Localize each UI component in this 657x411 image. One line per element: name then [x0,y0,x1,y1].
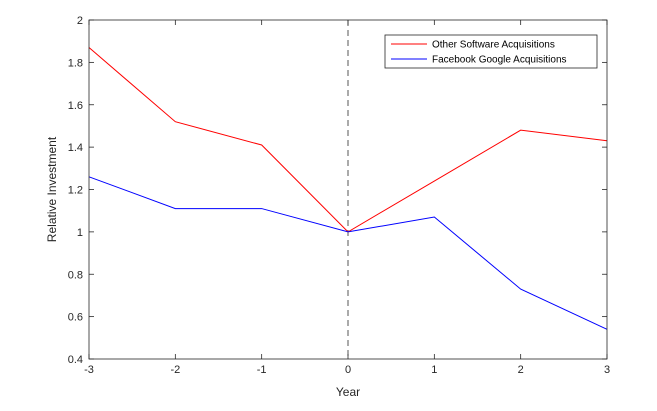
x-axis-title: Year [336,385,360,399]
y-tick-label: 1.8 [68,57,83,69]
y-axis-title: Relative Investment [45,136,59,242]
x-tick-label: 1 [431,364,437,376]
series-line-1 [88,176,608,330]
legend-label-other-software: Other Software Acquisitions [432,40,555,51]
x-tick-label: -1 [257,364,267,376]
y-tick-label: 1.6 [68,100,83,112]
x-tick-label: 2 [518,364,524,376]
x-tick-label: -2 [170,364,180,376]
y-tick-label: 0.8 [68,269,83,281]
y-tick-label: 2 [77,15,83,27]
x-tick-label: -3 [84,364,94,376]
legend: Other Software Acquisitions Facebook Goo… [384,34,598,69]
x-tick-label: 0 [345,364,351,376]
y-tick-label: 1.4 [68,142,83,154]
legend-box [384,34,598,69]
y-tick-label: 0.4 [68,354,83,366]
legend-label-facebook-google: Facebook Google Acquisitions [432,55,567,66]
y-tick-label: 1.2 [68,185,83,197]
y-tick-label: 1 [77,227,83,239]
y-tick-label: 0.6 [68,312,83,324]
x-tick-label: 3 [604,364,610,376]
